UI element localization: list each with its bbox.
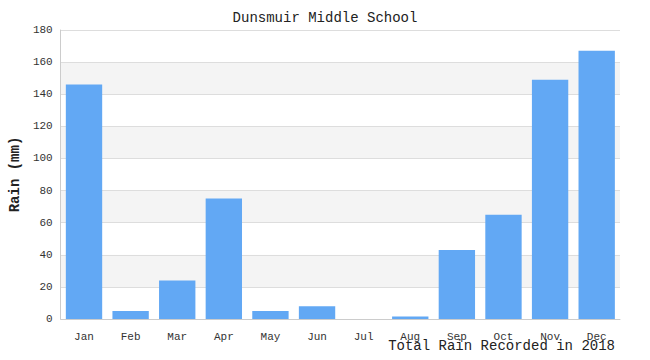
svg-text:Jun: Jun <box>307 331 327 343</box>
svg-text:120: 120 <box>33 120 53 132</box>
svg-text:Jul: Jul <box>354 331 374 343</box>
svg-text:Dec: Dec <box>586 330 607 343</box>
svg-text:Rain (mm): Rain (mm) <box>7 137 23 213</box>
svg-text:Jan: Jan <box>74 331 94 343</box>
svg-text:60: 60 <box>40 217 53 229</box>
svg-text:Total Rain Recorded in 2018: Total Rain Recorded in 2018 <box>388 338 615 354</box>
svg-text:40: 40 <box>40 249 53 261</box>
svg-text:Sep: Sep <box>447 330 467 343</box>
svg-text:80: 80 <box>40 185 53 197</box>
svg-text:Dunsmuir Middle School: Dunsmuir Middle School <box>233 10 418 26</box>
svg-text:0: 0 <box>46 313 53 325</box>
svg-text:140: 140 <box>33 88 53 100</box>
svg-text:180: 180 <box>33 24 53 36</box>
svg-text:Mar: Mar <box>167 331 187 343</box>
svg-text:20: 20 <box>40 281 53 293</box>
svg-text:Oct: Oct <box>493 330 514 343</box>
svg-text:May: May <box>261 331 281 343</box>
svg-text:Apr: Apr <box>214 331 234 343</box>
svg-text:160: 160 <box>33 56 53 68</box>
svg-text:100: 100 <box>33 152 53 164</box>
svg-text:Aug: Aug <box>400 330 421 343</box>
svg-text:Feb: Feb <box>121 331 141 343</box>
svg-text:Nov: Nov <box>540 330 560 343</box>
